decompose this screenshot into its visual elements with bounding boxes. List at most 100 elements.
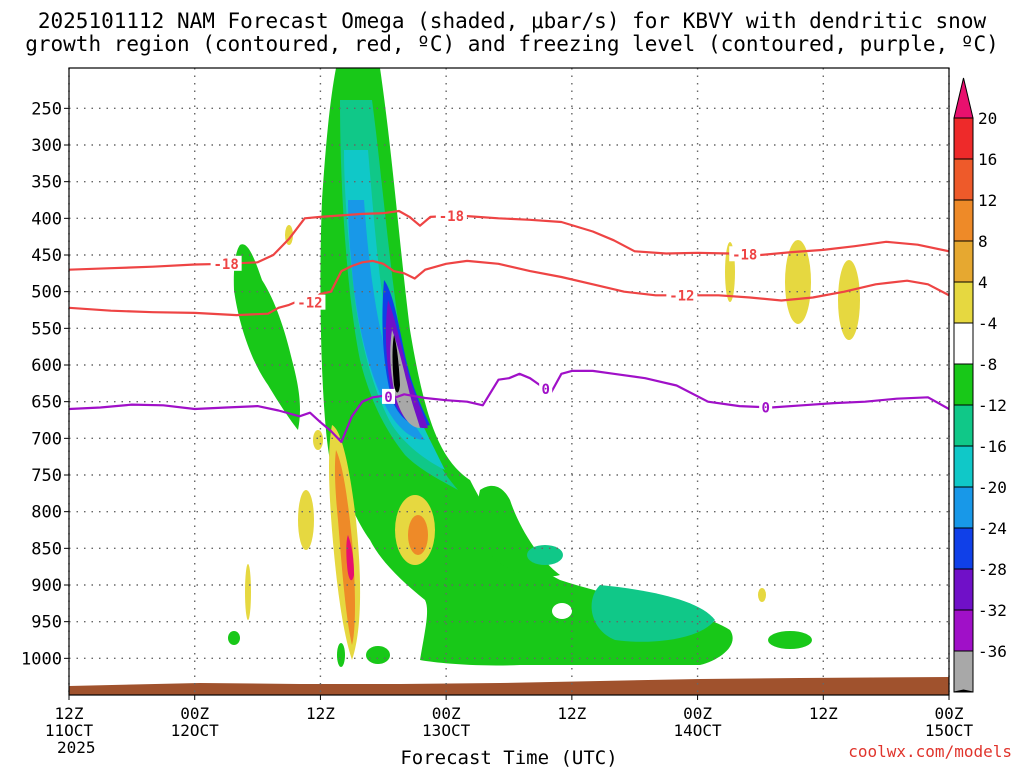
y-tick-label: 700 — [31, 429, 62, 449]
contour-label: 0 — [761, 400, 769, 416]
omega-shade-green-small-4 — [337, 643, 345, 667]
y-tick-label: 500 — [31, 283, 62, 303]
contour-label: 0 — [384, 390, 392, 406]
x-tick-label-line2: 14OCT — [673, 721, 722, 740]
omega-shade-lightblue — [348, 200, 425, 440]
y-tick-label: 650 — [31, 393, 62, 413]
chart-title-line-2: growth region (contoured, red, ºC) and f… — [25, 32, 999, 56]
y-tick-label: 300 — [31, 136, 62, 156]
omega-shade-green-right-tail — [478, 485, 560, 577]
contour-line--18 — [69, 209, 949, 271]
colorbar-swatch — [953, 650, 974, 693]
contour-label-bg — [729, 246, 761, 262]
colorbar-label: -4 — [978, 314, 997, 333]
omega-shade-teal-lower-2 — [527, 545, 563, 565]
omega-shade-yellow-c — [298, 490, 314, 550]
colorbar-label: -20 — [978, 478, 1007, 497]
colorbar-label: -28 — [978, 560, 1007, 579]
y-tick-label: 350 — [31, 173, 62, 193]
y-tick-label: 900 — [31, 576, 62, 596]
contour-label: -12 — [669, 288, 694, 304]
contour-label: -18 — [732, 247, 757, 263]
contour-label-bg — [759, 399, 773, 415]
colorbar-swatch-bottom-arrow — [953, 689, 974, 693]
chart-title-line-1: 2025101112 NAM Forecast Omega (shaded, μ… — [37, 9, 987, 33]
omega-shade-yellow-h — [838, 260, 860, 340]
colorbar-label: -32 — [978, 601, 1007, 620]
omega-shade-green-left — [233, 244, 300, 430]
y-tick-label: 800 — [31, 503, 62, 523]
omega-shade-hole-1 — [552, 603, 572, 619]
contour-line-0 — [69, 369, 949, 444]
y-tick-label: 950 — [31, 613, 62, 633]
y-tick-label: 1000 — [21, 649, 62, 669]
contour-label-bg — [382, 388, 396, 404]
x-tick-label-line3: 2025 — [57, 738, 96, 757]
contour-label: -18 — [439, 209, 464, 225]
omega-shade-hole-2 — [373, 570, 389, 614]
omega-shade-gray — [390, 330, 420, 428]
contour-label: 0 — [541, 382, 549, 398]
contour-labels: -18 -18 -18 -12 -12 0 0 0 — [210, 208, 773, 416]
ground-surface — [69, 677, 949, 695]
x-tick-label-line2: 15OCT — [925, 721, 974, 740]
plot-frame — [68, 67, 950, 696]
colorbar-label: 20 — [978, 109, 997, 128]
x-tick-label-line1: 12Z — [306, 704, 335, 723]
y-tick-label: 600 — [31, 356, 62, 376]
colorbar-swatch — [953, 158, 974, 201]
y-tick-label: 550 — [31, 319, 62, 339]
colorbar-label: -12 — [978, 396, 1007, 415]
colorbar-label: -8 — [978, 355, 997, 374]
colorbar-label: 8 — [978, 232, 988, 251]
omega-shade-yellow-j — [758, 588, 766, 602]
colorbar-swatch — [953, 404, 974, 447]
colorbar-swatch — [953, 527, 974, 570]
colorbar-swatch — [953, 609, 974, 652]
colorbar-label: 16 — [978, 150, 997, 169]
colorbar-swatch — [953, 486, 974, 529]
colorbar-swatch — [953, 117, 974, 160]
colorbar-swatch — [953, 281, 974, 324]
omega-shade-magenta-a — [346, 535, 354, 581]
contour-label-bg — [539, 381, 553, 397]
omega-shade-orange-a — [334, 450, 355, 645]
omega-shade-green-small-2 — [366, 646, 390, 664]
colorbar-swatch — [953, 240, 974, 283]
x-tick-label-line1: 00Z — [432, 704, 461, 723]
x-tick-label-line2: 11OCT — [45, 721, 94, 740]
x-tick-label-line2: 13OCT — [422, 721, 471, 740]
contour-label: -12 — [297, 296, 322, 312]
contour-label-bg — [210, 255, 242, 271]
credit-text: coolwx.com/models — [848, 742, 1012, 761]
x-axis-label: Forecast Time (UTC) — [400, 747, 617, 768]
y-tick-label: 400 — [31, 209, 62, 229]
y-tick-label: 450 — [31, 246, 62, 266]
contour-lines — [69, 209, 949, 444]
omega-shade-orange-b — [408, 515, 428, 555]
contour-line--12 — [69, 259, 949, 317]
x-tick-label-line1: 00Z — [683, 704, 712, 723]
colorbar-swatch — [953, 322, 974, 365]
contour-label-bg — [435, 208, 467, 224]
omega-shade-teal-lower — [591, 585, 715, 642]
x-tick-label-line1: 00Z — [935, 704, 964, 723]
colorbar: 20 16 12 8 4 -4 -8 -12 -16 -20 -24 -28 -32 -36 — [953, 77, 1007, 693]
omega-shade-cyan — [344, 150, 445, 470]
omega-shade-green-small-3 — [228, 631, 240, 645]
colorbar-swatch — [953, 363, 974, 406]
contour-label-bg — [294, 294, 326, 310]
colorbar-swatch — [953, 199, 974, 242]
colorbar-label: 4 — [978, 273, 988, 292]
colorbar-label: -24 — [978, 519, 1007, 538]
omega-shade-yellow-i — [245, 564, 251, 620]
x-tick-label-line1: 12Z — [557, 704, 586, 723]
x-tick-label-line1: 00Z — [180, 704, 209, 723]
colorbar-swatch — [953, 445, 974, 488]
omega-shade-yellow-d — [313, 430, 323, 450]
y-axis: 250 300 350 400 450 500 550 600 650 700 750 800 850 9… — [21, 99, 69, 669]
colorbar-swatch-top-arrow — [953, 77, 974, 119]
contour-label: -18 — [213, 257, 238, 273]
